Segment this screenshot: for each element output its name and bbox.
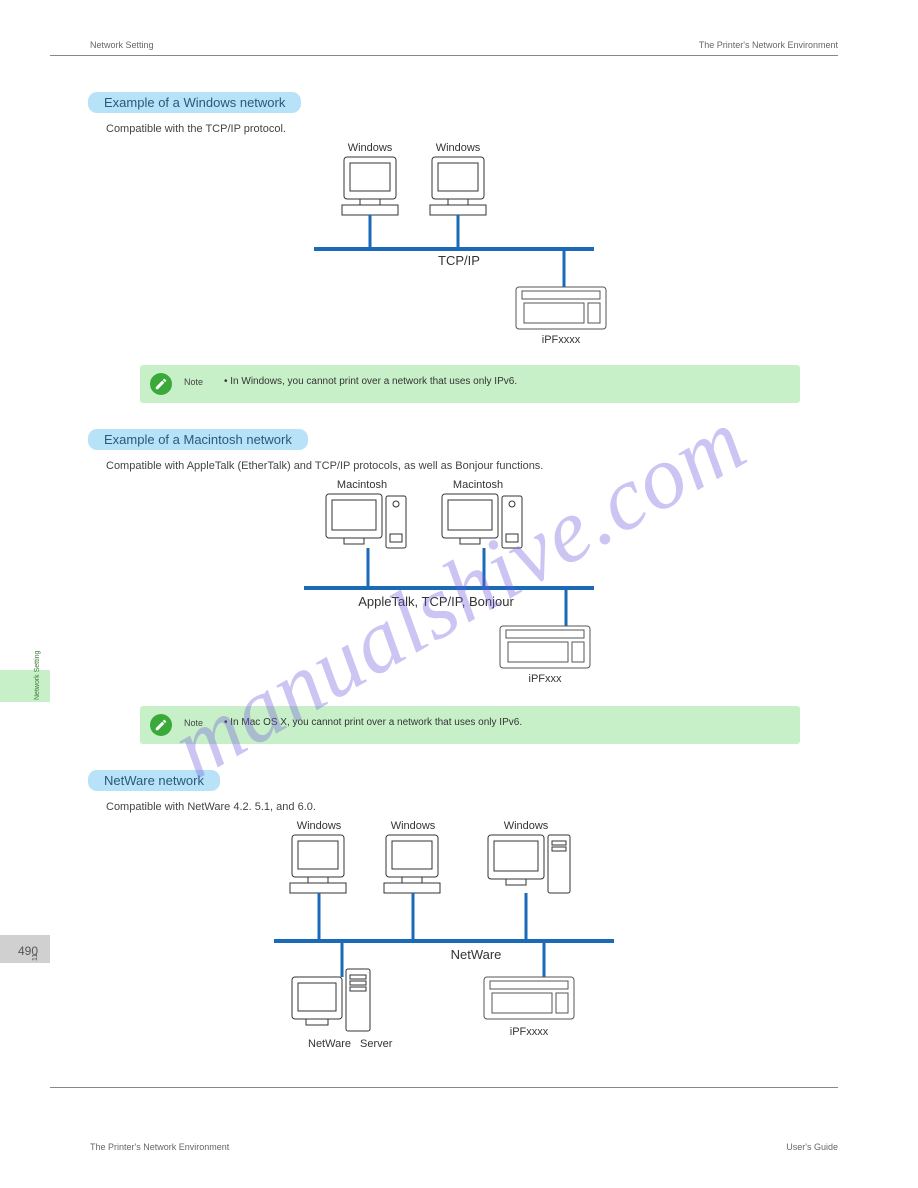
svg-text:Windows: Windows <box>348 142 393 154</box>
svg-text:Server: Server <box>360 1038 393 1050</box>
note-text-mac-inner: In Mac OS X, you cannot print over a net… <box>230 717 522 728</box>
section-desc-mac: Compatible with AppleTalk (EtherTalk) an… <box>106 460 838 472</box>
svg-text:Windows: Windows <box>297 820 342 832</box>
svg-text:Windows: Windows <box>436 142 481 154</box>
header-divider <box>50 55 838 56</box>
header-left: Network Setting <box>90 40 154 50</box>
note-mac: Note • In Mac OS X, you cannot print ove… <box>140 706 800 744</box>
svg-text:iPFxxxx: iPFxxxx <box>542 334 581 346</box>
note-text-mac: • In Mac OS X, you cannot print over a n… <box>224 714 522 730</box>
note-text-windows: • In Windows, you cannot print over a ne… <box>224 373 517 389</box>
pencil-icon <box>150 373 172 395</box>
svg-text:NetWare: NetWare <box>451 947 502 962</box>
svg-text:Macintosh: Macintosh <box>337 479 387 491</box>
svg-text:TCP/IP: TCP/IP <box>438 253 480 268</box>
page-root: Network Setting The Printer's Network En… <box>0 0 918 1124</box>
note-label: Note <box>184 373 212 387</box>
section-desc-netware: Compatible with NetWare 4.2. 5.1, and 6.… <box>106 801 838 813</box>
diagram-windows-wrap: Windows Windows TCP/IP <box>50 139 838 357</box>
svg-text:AppleTalk, TCP/IP, Bonjour: AppleTalk, TCP/IP, Bonjour <box>358 594 514 609</box>
svg-text:NetWare: NetWare <box>308 1038 351 1050</box>
svg-text:iPFxxx: iPFxxx <box>529 673 563 685</box>
section-heading-windows: Example of a Windows network <box>88 92 301 113</box>
side-tab-section-label: Network Setting <box>34 651 41 700</box>
svg-text:Windows: Windows <box>391 820 436 832</box>
section-heading-netware: NetWare network <box>88 770 220 791</box>
page-number: 490 <box>18 944 38 958</box>
footer-right: User's Guide <box>786 1142 838 1152</box>
svg-text:Macintosh: Macintosh <box>453 479 503 491</box>
diagram-mac-wrap: Macintosh Macintosh <box>50 476 838 698</box>
note-text-windows-inner: In Windows, you cannot print over a netw… <box>230 376 517 387</box>
diagram-mac: Macintosh Macintosh <box>264 476 624 698</box>
diagram-netware: Windows Windows Windows <box>244 817 644 1075</box>
diagram-netware-wrap: Windows Windows Windows <box>50 817 838 1075</box>
note-windows: Note • In Windows, you cannot print over… <box>140 365 800 403</box>
diagram-windows: Windows Windows TCP/IP <box>264 139 624 357</box>
svg-text:iPFxxxx: iPFxxxx <box>510 1026 549 1038</box>
footer-divider <box>50 1087 838 1088</box>
header-right: The Printer's Network Environment <box>699 40 838 50</box>
section-desc-windows: Compatible with the TCP/IP protocol. <box>106 123 838 135</box>
side-tab-section: Network Setting <box>0 670 50 702</box>
section-heading-mac: Example of a Macintosh network <box>88 429 308 450</box>
footer-left: The Printer's Network Environment <box>90 1142 229 1152</box>
pencil-icon <box>150 714 172 736</box>
svg-text:Windows: Windows <box>504 820 549 832</box>
note-label: Note <box>184 714 212 728</box>
